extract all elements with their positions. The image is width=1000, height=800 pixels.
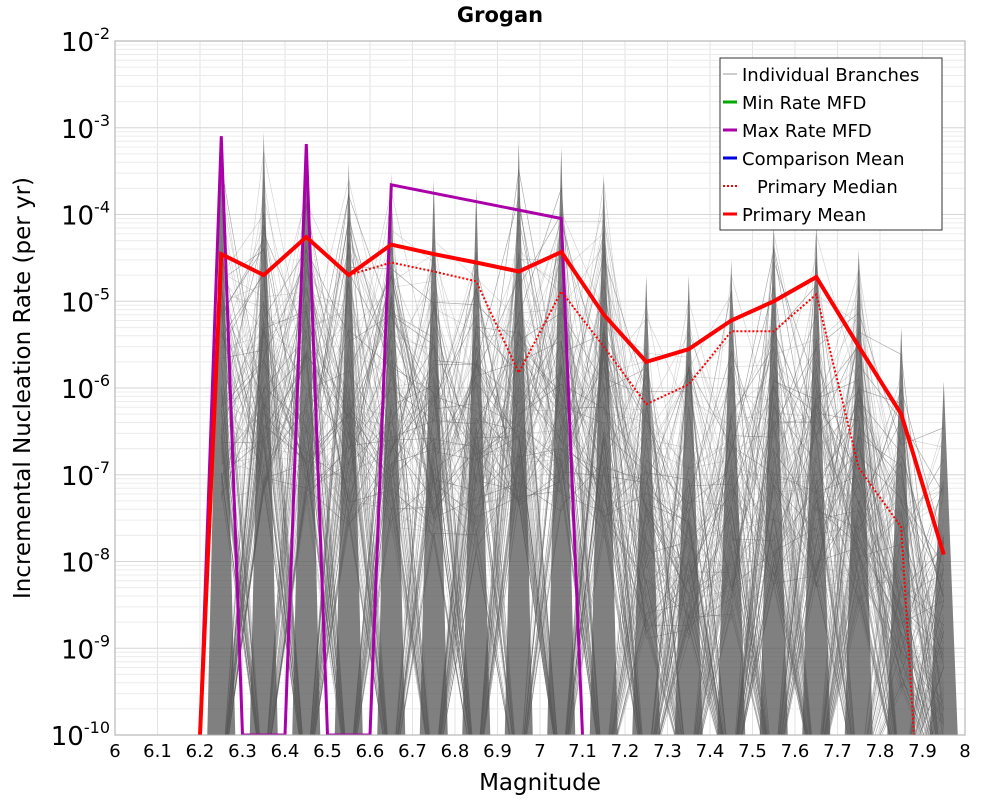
- x-tick-label: 6.8: [441, 741, 470, 762]
- legend-label: Min Rate MFD: [742, 93, 866, 114]
- y-axis-label: Incremental Nucleation Rate (per yr): [10, 177, 36, 599]
- branch-line: [221, 166, 945, 735]
- x-tick-label: 6.2: [186, 741, 215, 762]
- branch-line: [221, 213, 944, 735]
- branch-line: [270, 231, 891, 735]
- branch-spike: [419, 179, 448, 735]
- branch-line: [221, 182, 944, 735]
- y-tick-label: 10-7: [61, 458, 110, 492]
- x-tick-label: 7.2: [611, 741, 640, 762]
- x-tick-label: 7.9: [908, 741, 937, 762]
- legend-label: Comparison Mean: [742, 149, 905, 170]
- x-tick-label: 7.5: [738, 741, 767, 762]
- branch-line: [221, 284, 944, 735]
- x-tick-label: 7: [534, 741, 545, 762]
- y-tick-label: 10-3: [61, 111, 110, 145]
- branch-spike: [207, 136, 236, 735]
- x-tick-label: 7.8: [866, 741, 895, 762]
- branch-line: [221, 269, 945, 735]
- x-tick-label: 6: [109, 741, 120, 762]
- branch-spike: [547, 146, 576, 735]
- branch-line: [270, 244, 945, 735]
- y-tick-label: 10-5: [61, 284, 110, 318]
- x-tick-label: 6.6: [356, 741, 385, 762]
- legend-label: Max Rate MFD: [742, 121, 872, 142]
- branch-line: [221, 244, 937, 735]
- x-tick-label: 8: [959, 741, 970, 762]
- plot-frame: [114, 40, 966, 736]
- branch-spike: [462, 188, 491, 735]
- legend-label: Primary Median: [757, 177, 898, 198]
- branch-spike: [929, 381, 958, 735]
- branch-line: [226, 334, 945, 735]
- x-tick-labels: 6 6.1 6.2 6.3 6.4 6.5 6.6 6.7 6.8 6.9 7 7.1 7.2 7.3 7.…: [109, 741, 970, 762]
- x-tick-label: 6.4: [271, 741, 300, 762]
- branch-line: [221, 258, 934, 735]
- chart-title: Grogan: [457, 3, 543, 27]
- branch-spike: [717, 259, 746, 735]
- x-tick-label: 7.1: [568, 741, 597, 762]
- branch-line: [267, 233, 929, 735]
- branch-line: [221, 335, 896, 735]
- y-tick-label: 10-4: [61, 198, 110, 232]
- branch-line: [270, 194, 945, 735]
- x-tick-label: 6.1: [143, 741, 172, 762]
- individual-branches-layer: [207, 131, 958, 735]
- x-axis-label: Magnitude: [479, 770, 601, 796]
- legend-box: [719, 57, 943, 231]
- branch-spike: [759, 222, 788, 735]
- x-tick-label: 7.7: [823, 741, 852, 762]
- x-tick-label: 6.5: [313, 741, 342, 762]
- y-tick-label: 10-2: [61, 24, 110, 58]
- branch-spike: [292, 141, 321, 735]
- branch-line: [221, 209, 939, 735]
- branch-spike: [334, 162, 363, 735]
- branch-line: [221, 257, 945, 735]
- branch-line: [221, 284, 932, 735]
- branch-spike: [844, 249, 873, 735]
- branch-line: [226, 213, 945, 735]
- branch-line: [221, 348, 939, 735]
- branch-line: [221, 197, 944, 735]
- branch-line: [221, 272, 937, 735]
- branch-line: [228, 256, 939, 735]
- y-tick-labels: 10-10 10-9 10-8 10-7 10-6 10-5 10-4 10-3 10-2: [51, 24, 110, 752]
- legend-label: Primary Mean: [742, 205, 866, 226]
- branch-line: [268, 190, 945, 735]
- branch-line: [221, 170, 945, 735]
- branch-spike: [632, 275, 661, 735]
- summary-lines-layer: [198, 136, 946, 735]
- branch-spike: [249, 131, 278, 735]
- y-tick-label: 10-10: [51, 718, 110, 752]
- y-tick-label: 10-9: [61, 631, 110, 665]
- x-tick-label: 6.9: [483, 741, 512, 762]
- legend: Individual Branches Min Rate MFD Max Rate …: [719, 57, 943, 231]
- branch-spike: [377, 173, 406, 735]
- branch-line: [226, 346, 891, 735]
- legend-label: Individual Branches: [742, 65, 919, 86]
- branch-spike: [802, 222, 831, 735]
- branch-spike: [504, 141, 533, 735]
- branch-line: [221, 281, 945, 735]
- x-tick-label: 6.3: [228, 741, 257, 762]
- branch-spike: [589, 173, 618, 735]
- branch-line: [221, 265, 945, 735]
- series-primary-mean: [198, 234, 946, 735]
- branch-line: [221, 204, 937, 735]
- branch-line: [221, 291, 937, 735]
- x-tick-label: 7.3: [653, 741, 682, 762]
- branch-spike: [674, 275, 703, 735]
- x-tick-label: 7.4: [696, 741, 725, 762]
- x-tick-label: 7.6: [781, 741, 810, 762]
- x-tick-label: 6.7: [398, 741, 427, 762]
- y-tick-label: 10-6: [61, 371, 110, 405]
- branch-line: [221, 243, 939, 735]
- y-tick-label: 10-8: [61, 545, 110, 579]
- branch-line: [221, 258, 945, 735]
- series-max-rate-mfd: [198, 136, 584, 735]
- branch-line: [226, 412, 945, 735]
